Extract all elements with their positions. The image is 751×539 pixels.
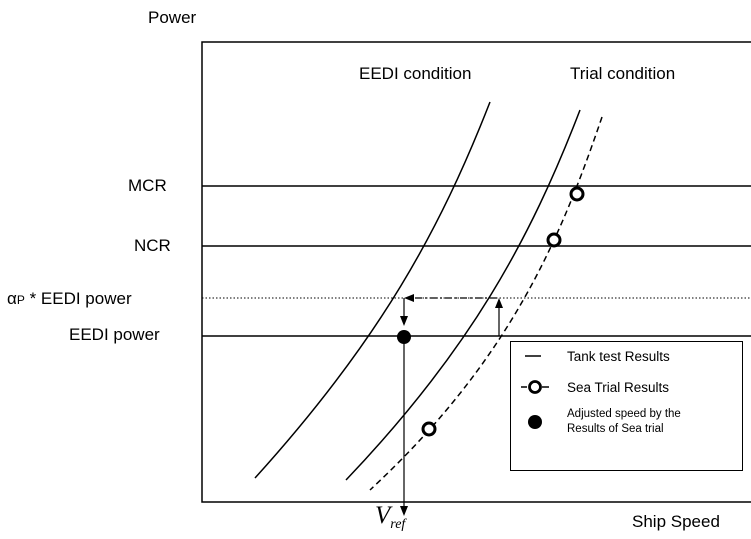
trial-condition-label: Trial condition bbox=[570, 64, 676, 83]
trial-condition-curve bbox=[345, 109, 581, 481]
plot-frame bbox=[201, 41, 751, 503]
vref-label: Vref bbox=[375, 502, 405, 539]
legend-adjusted-label-line1: Adjusted speed by the bbox=[567, 408, 681, 420]
legend-adjusted-label-line2: Results of Sea trial bbox=[567, 423, 664, 435]
legend-sea-swatch bbox=[521, 380, 549, 394]
eedi-condition-curve bbox=[254, 101, 491, 479]
legend-row-sea: Sea Trial Results bbox=[511, 372, 742, 402]
eedi-condition-label: EEDI condition bbox=[359, 64, 472, 83]
x-axis-label: Ship Speed bbox=[632, 512, 720, 531]
sea-trial-curve bbox=[369, 116, 603, 491]
alpha-symbol: α bbox=[7, 289, 17, 308]
y-axis-label: Power bbox=[148, 8, 197, 27]
legend-row-tank: Tank test Results bbox=[511, 342, 742, 372]
alpha-eedi-power-label: αP * EEDI power bbox=[7, 289, 132, 310]
legend-tank-swatch bbox=[525, 355, 541, 357]
vref-down-arrowhead bbox=[400, 506, 408, 516]
vref-symbol: V bbox=[375, 502, 391, 529]
sea-trial-point-low bbox=[421, 421, 437, 437]
alpha-label-rest: * EEDI power bbox=[24, 289, 132, 308]
vref-subscript: ref bbox=[390, 517, 406, 532]
trial-up-arrowhead bbox=[495, 298, 503, 308]
eedi-power-label: EEDI power bbox=[69, 325, 160, 344]
mcr-label: MCR bbox=[128, 176, 167, 195]
legend-tank-label: Tank test Results bbox=[567, 349, 670, 364]
horizontal-shift-arrowhead bbox=[404, 294, 414, 302]
eedi-down-arrowhead bbox=[400, 316, 408, 326]
legend: Tank test Results Sea Trial Results Adju… bbox=[510, 341, 743, 471]
alpha-subscript: P bbox=[16, 293, 25, 307]
ncr-label: NCR bbox=[134, 236, 171, 255]
legend-row-adjusted: Adjusted speed by the Results of Sea tri… bbox=[511, 402, 742, 470]
legend-adjusted-swatch bbox=[528, 415, 542, 429]
sea-trial-point-mcr bbox=[569, 186, 585, 202]
sea-trial-point-ncr bbox=[546, 232, 562, 248]
legend-sea-label: Sea Trial Results bbox=[567, 380, 670, 395]
